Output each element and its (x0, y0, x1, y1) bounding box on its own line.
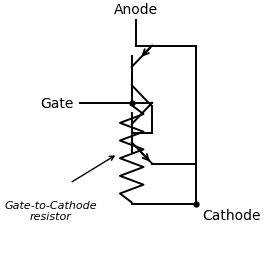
Text: Gate: Gate (41, 97, 74, 110)
Text: Anode: Anode (114, 3, 158, 17)
Text: Cathode: Cathode (202, 209, 261, 223)
Text: Gate-to-Cathode
resistor: Gate-to-Cathode resistor (4, 200, 97, 222)
